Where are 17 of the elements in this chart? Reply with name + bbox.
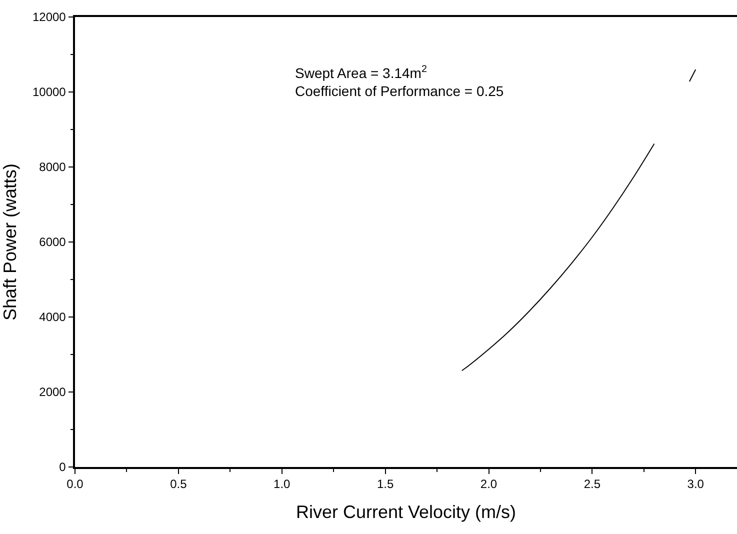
y-tick-label: 10000 [32,85,66,100]
x-tick-label: 1.0 [274,477,291,492]
y-tick-label: 8000 [39,160,66,174]
x-tick-label: 0.0 [66,477,84,492]
y-tick-label: 2000 [39,385,66,400]
y-tick-label: 12000 [32,10,66,24]
y-tick-label: 0 [59,460,66,474]
x-tick-label: 2.0 [480,477,498,492]
y-tick-label: 6000 [39,235,66,250]
x-tick-label: 2.5 [584,477,601,492]
x-tick-label: 0.5 [170,477,188,492]
y-tick-label: 4000 [39,310,66,324]
annotation: Swept Area = 3.14m$^{2}$ Coefficient of Performance = 0.25 [295,64,504,100]
x-axis-title: River Current Velocity (m/s) [296,502,516,522]
y-axis-title: Shaft Power (watts) [0,163,20,321]
x-tick-label: 1.5 [376,477,394,492]
x-tick-label: 3.0 [687,477,704,492]
